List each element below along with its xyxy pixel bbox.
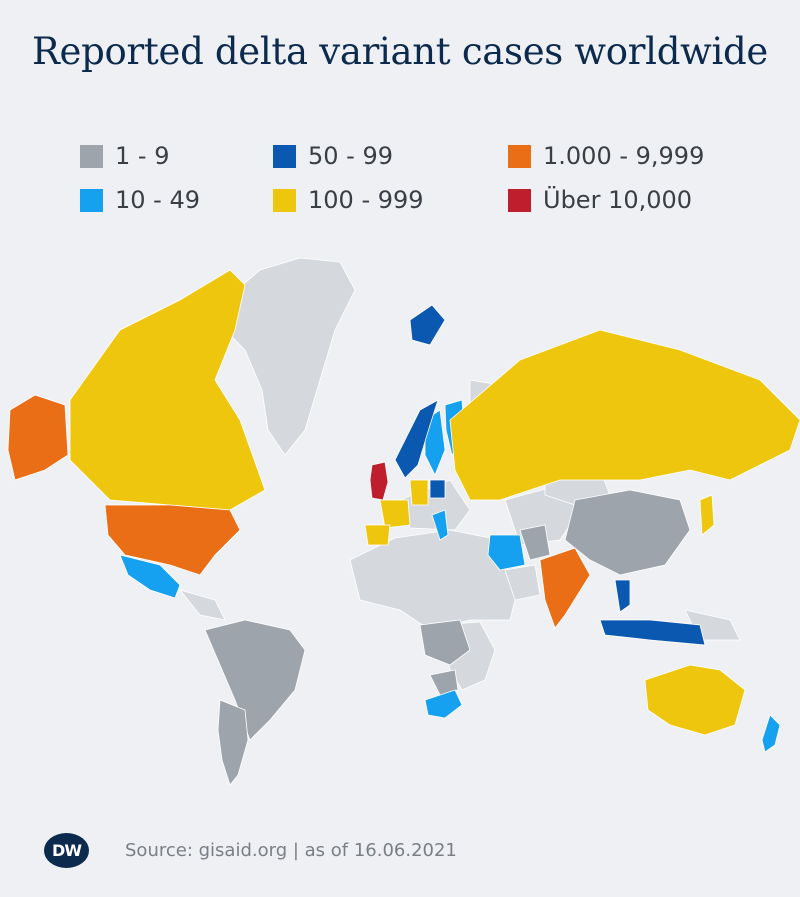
country-japan	[699, 494, 715, 536]
legend-item-100-999: 100 - 999	[273, 186, 424, 214]
greenland	[224, 257, 356, 456]
range-10-49	[119, 399, 781, 753]
legend-item-50-99: 50 - 99	[273, 142, 393, 170]
country-brazil	[204, 619, 306, 741]
world-map	[7, 257, 800, 786]
legend-label: Über 10,000	[543, 186, 693, 214]
legend-item-1000-9999: 1.000 - 9,999	[508, 142, 704, 170]
country-russia	[449, 329, 800, 501]
country-drc	[419, 619, 471, 666]
country-australia	[644, 664, 746, 736]
country-italy	[431, 509, 449, 541]
country-france	[379, 499, 411, 529]
legend-item-1-9: 1 - 9	[80, 142, 169, 170]
country-indonesia	[599, 619, 706, 646]
country-india	[539, 547, 591, 629]
country-greenland	[224, 257, 356, 456]
legend: 1 - 9 10 - 49 50 - 99 100 - 999 1.000 - …	[0, 0, 800, 230]
country-canada	[69, 269, 266, 511]
legend-label: 1.000 - 9,999	[543, 142, 705, 170]
country-thailand	[614, 579, 631, 613]
range-100-999	[69, 269, 800, 736]
country-pakistan	[519, 524, 551, 561]
source-note: Source: gisaid.org | as of 16.06.2021	[125, 840, 457, 861]
country-china	[564, 489, 691, 576]
country-norway	[394, 399, 439, 479]
range-over-10000	[369, 461, 389, 501]
country-usa	[104, 504, 241, 576]
legend-item-10-49: 10 - 49	[80, 186, 200, 214]
country-united-kingdom	[369, 461, 389, 501]
legend-label: 50 - 99	[308, 142, 393, 170]
country-iran	[487, 534, 526, 571]
country-south-africa	[424, 689, 463, 719]
footer: DW Source: gisaid.org | as of 16.06.2021	[44, 833, 457, 868]
legend-label: 10 - 49	[115, 186, 200, 214]
legend-swatch	[273, 188, 296, 212]
country-mozambique	[429, 669, 459, 696]
legend-label: 1 - 9	[115, 142, 170, 170]
country-svalbard	[409, 304, 446, 346]
map-title: Reported delta variant cases worldwide	[32, 30, 768, 73]
legend-item-over-10000: Über 10,000	[508, 186, 692, 214]
country-spain	[364, 524, 391, 546]
country-new-zealand	[761, 714, 781, 753]
dw-logo: DW	[44, 833, 89, 868]
legend-swatch	[508, 144, 531, 168]
country-alaska	[7, 394, 69, 481]
legend-label: 100 - 999	[308, 186, 424, 214]
legend-swatch	[508, 188, 531, 212]
range-1-9	[204, 489, 691, 786]
legend-swatch	[80, 144, 103, 168]
country-germany	[409, 479, 429, 506]
country-argentina	[217, 699, 249, 786]
country-no-data	[504, 564, 541, 601]
country-mexico	[119, 554, 181, 599]
legend-swatch	[273, 144, 296, 168]
legend-swatch	[80, 188, 103, 212]
country-no-data	[349, 529, 521, 631]
range-50-99	[394, 304, 706, 646]
country-poland	[429, 479, 446, 499]
range-1000-9999	[7, 394, 591, 629]
country-no-data	[178, 589, 226, 621]
